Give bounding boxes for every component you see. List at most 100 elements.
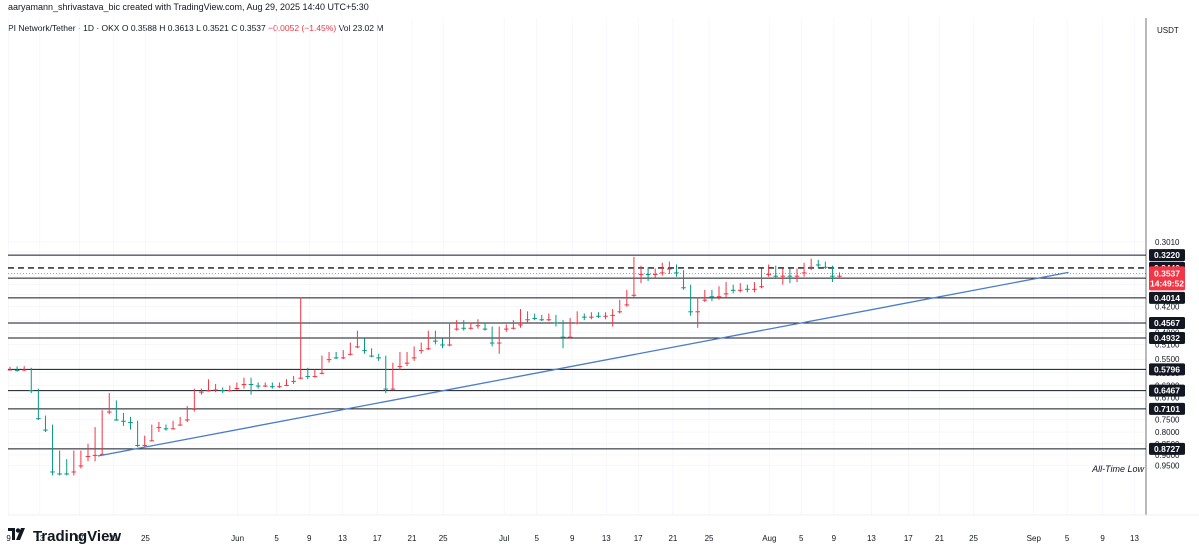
x-tick-label: 13 — [35, 534, 44, 543]
legend-low: L 0.3521 — [196, 23, 229, 33]
candle-body — [752, 288, 757, 290]
brand-name: TradingView — [33, 527, 122, 545]
candle-body — [298, 377, 303, 379]
candle-body — [773, 275, 779, 277]
candle-body — [206, 390, 211, 392]
price-axis-unit: USDT — [1157, 26, 1179, 35]
candle-body — [745, 288, 750, 290]
candle-body — [504, 328, 509, 330]
candle-body — [135, 444, 140, 446]
x-tick-label: 5 — [1065, 534, 1070, 543]
x-tick-label: Jul — [499, 534, 509, 543]
level-badge — [1149, 384, 1185, 397]
candle-body — [284, 384, 289, 386]
candle-body — [638, 274, 644, 276]
x-tick-label: 17 — [75, 534, 84, 543]
level-badge — [1149, 442, 1185, 455]
candle-body — [142, 444, 148, 446]
candle-body — [645, 274, 651, 276]
legend-close: C 0.3537 — [231, 23, 266, 33]
y-tick-label: 0.3010 — [1155, 238, 1180, 247]
level-badge — [1149, 331, 1185, 344]
candle-body — [433, 340, 438, 342]
x-tick-label: 13 — [338, 534, 347, 543]
candle-body — [255, 385, 261, 387]
x-tick-label: 21 — [935, 534, 944, 543]
candle-body — [326, 359, 332, 361]
x-tick-label: 5 — [535, 534, 540, 543]
candle-body — [390, 388, 396, 390]
candle-body — [234, 388, 240, 390]
candle-body — [759, 286, 764, 288]
candle-body — [730, 289, 736, 291]
x-tick-label: Jun — [231, 534, 244, 543]
y-tick-label: 0.7500 — [1155, 415, 1180, 424]
level-badge-label: 0.4014 — [1154, 293, 1180, 303]
candle-body — [553, 322, 559, 324]
candle-body — [589, 316, 594, 318]
candle-body — [21, 369, 27, 371]
time-axis[interactable]: 9 13 17 21 25 Jun 5 9 13 17 21 25 Jul 5 9 13 17 21 25 Aug 5 9… — [6, 534, 1139, 543]
candle-body — [468, 327, 474, 329]
candle-body — [14, 370, 20, 372]
x-tick-label: 9 — [307, 534, 312, 543]
candle-body — [418, 350, 424, 352]
x-tick-label: 21 — [109, 534, 118, 543]
level-badge-label: 0.6467 — [1154, 386, 1180, 396]
candle-body — [291, 380, 296, 382]
x-tick-label: 17 — [634, 534, 643, 543]
chart-credit: aaryamann_shrivastava_bic created with T… — [8, 2, 369, 12]
candle-body — [121, 420, 126, 422]
y-tick-label: 0.4200 — [1155, 303, 1180, 312]
candle-body — [667, 268, 672, 270]
candle-body — [837, 275, 842, 277]
x-tick-label: 17 — [373, 534, 382, 543]
candle-body — [695, 311, 701, 313]
candle-body — [823, 266, 828, 268]
level-badge — [1149, 402, 1185, 415]
candlestick-series — [7, 256, 842, 476]
level-badge-label: 0.4567 — [1154, 318, 1180, 328]
candle-body — [780, 275, 786, 277]
candle-body — [270, 386, 275, 388]
legend-high: H 0.3613 — [159, 23, 194, 33]
descending-trendline[interactable] — [97, 271, 1069, 457]
candle-body — [581, 316, 587, 318]
y-tick-label: 0.5500 — [1155, 355, 1180, 364]
x-tick-label: 9 — [6, 534, 11, 543]
candle-body — [808, 266, 814, 268]
tradingview-logo-icon — [8, 527, 28, 545]
legend-symbol[interactable]: PI Network/Tether · 1D · OKX — [8, 23, 120, 33]
candle-body — [28, 390, 34, 392]
legend-open: O 0.3588 — [121, 23, 157, 33]
candle-body — [227, 390, 233, 392]
candle-body — [737, 289, 743, 291]
candle-body — [532, 317, 537, 319]
level-badge — [1149, 291, 1185, 304]
candle-body — [248, 384, 254, 386]
x-tick-label: 5 — [274, 534, 279, 543]
candle-body — [440, 344, 445, 346]
candle-body — [539, 319, 545, 321]
current-price-label: 0.3537 — [1154, 268, 1180, 278]
x-tick-label: 25 — [141, 534, 150, 543]
candle-body — [574, 322, 580, 324]
candle-body — [57, 473, 62, 475]
candle-body — [99, 453, 105, 455]
candle-body — [525, 319, 530, 321]
candle-body — [85, 455, 91, 457]
legend-change: −0.0052 (−1.45%) — [268, 23, 337, 33]
x-tick-label: 9 — [832, 534, 837, 543]
candle-body — [170, 428, 176, 430]
candle-body — [404, 362, 410, 364]
candle-body — [461, 327, 467, 329]
candle-body — [277, 386, 282, 388]
x-tick-label: 13 — [602, 534, 611, 543]
candle-body — [213, 389, 218, 391]
candle-body — [766, 274, 771, 276]
tradingview-brand[interactable]: TradingView — [8, 527, 121, 545]
candle-body — [92, 454, 98, 456]
candle-body — [50, 471, 55, 473]
all-time-low-annotation: All-Time Low — [1091, 464, 1144, 474]
